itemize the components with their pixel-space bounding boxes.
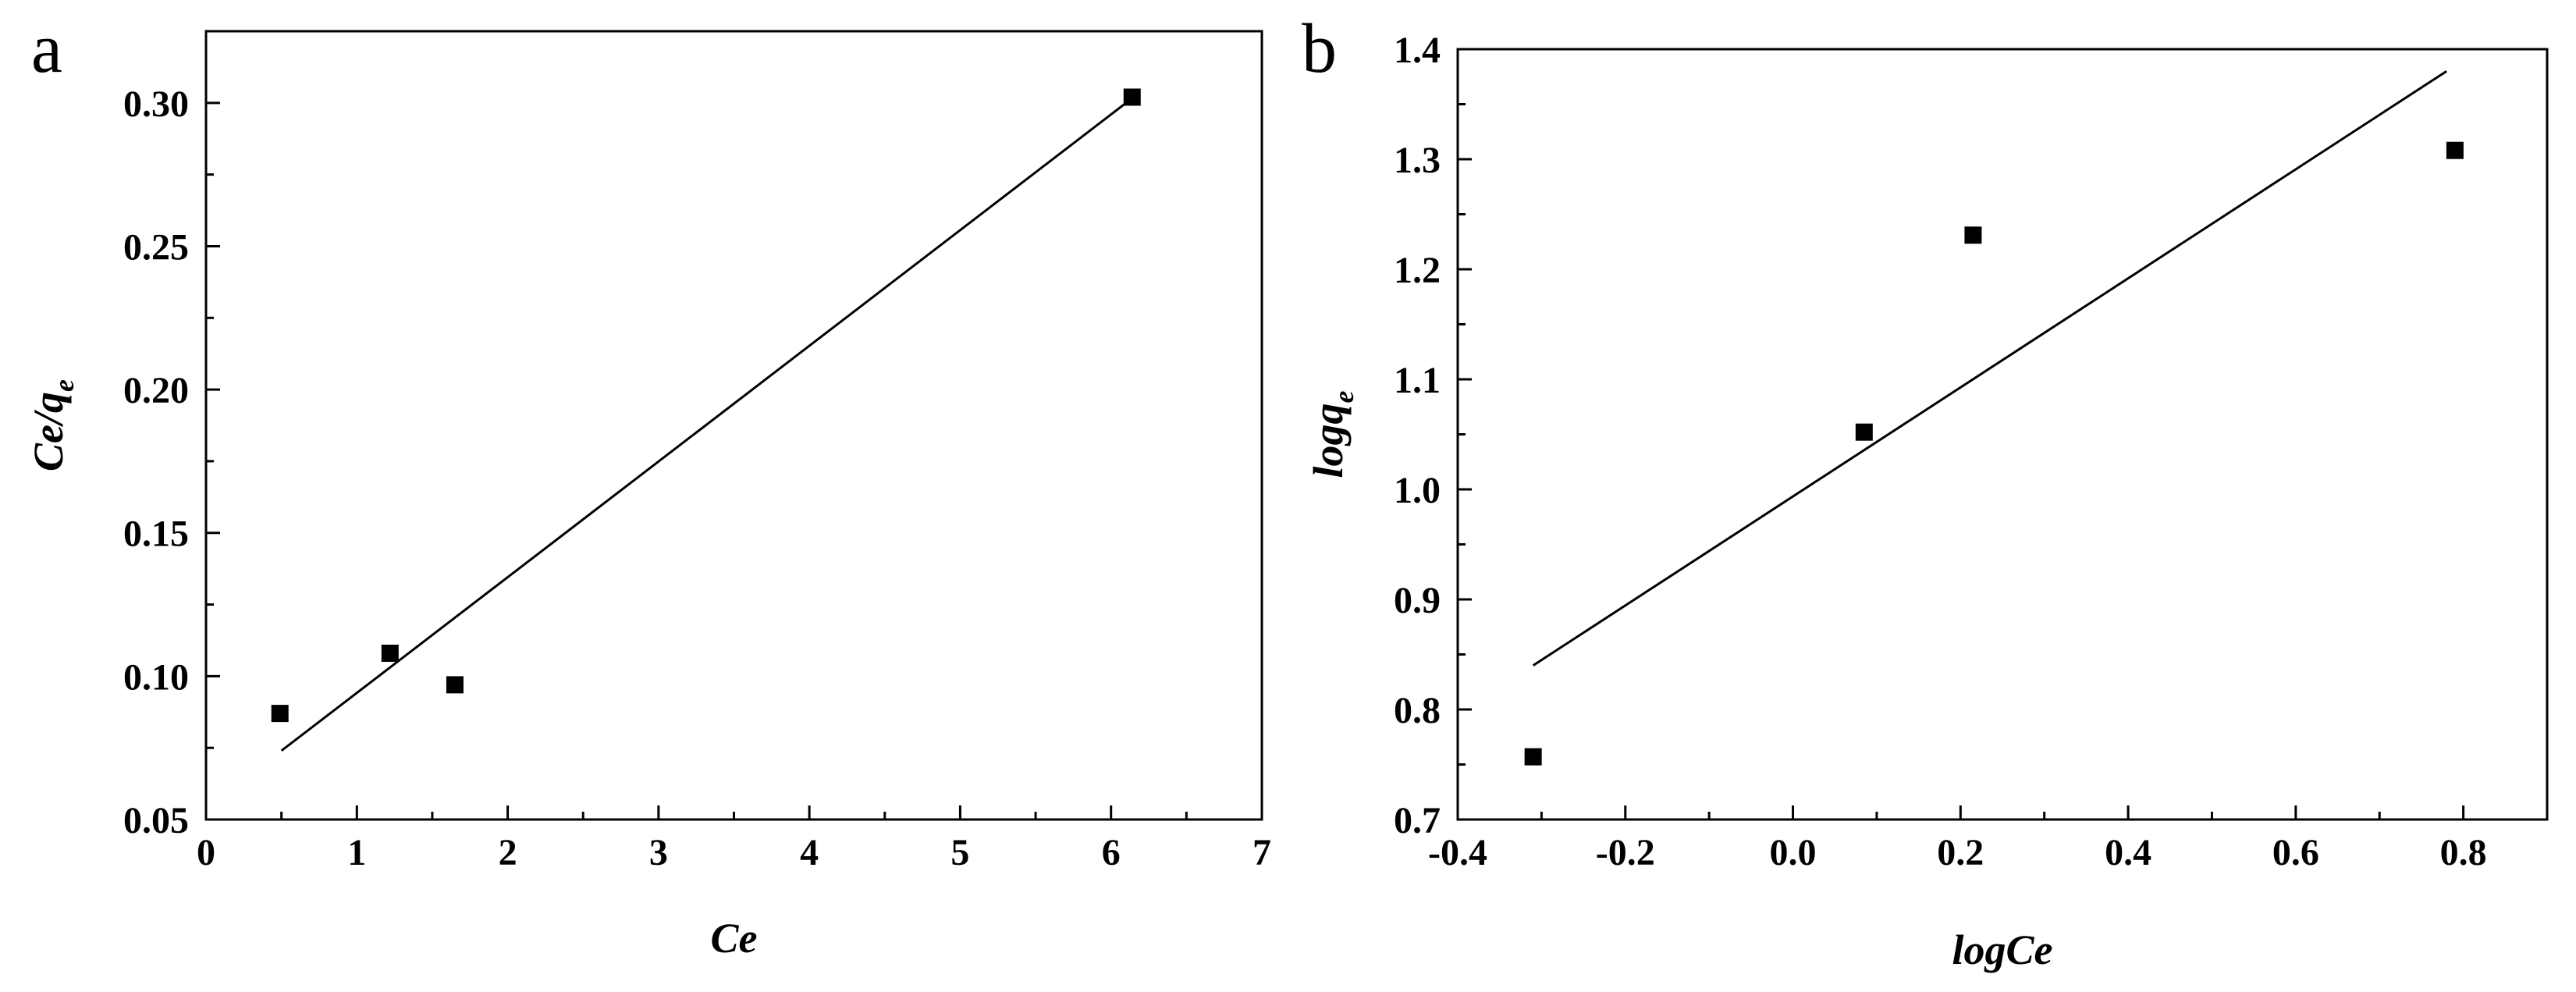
chart-b-y-tick-label: 0.8 bbox=[1394, 690, 1441, 731]
chart-b-y-axis-title-main: logq bbox=[1305, 403, 1352, 478]
chart-b-y-tick-label: 0.7 bbox=[1394, 800, 1441, 841]
chart-a-y-tick-label: 0.10 bbox=[123, 656, 189, 698]
chart-b-y-axis-title: logqe bbox=[1305, 390, 1359, 478]
chart-b-x-tick-label: -0.2 bbox=[1596, 832, 1655, 873]
chart-a-y-tick-label: 0.30 bbox=[123, 84, 189, 125]
chart-b-y-tick-label: 0.9 bbox=[1394, 580, 1441, 621]
chart-b-x-tick-label: 0.6 bbox=[2272, 832, 2319, 873]
chart-b-x-tick-label: 0.8 bbox=[2440, 832, 2487, 873]
chart-a-y-tick-label: 0.25 bbox=[123, 226, 189, 268]
chart-b-x-tick-label: 0.4 bbox=[2105, 832, 2151, 873]
panel-b: b -0.4 -0.2 0.0 0.2 0.4 0.6 0.8 0.7 0.8 0.9 1.0 1.1… bbox=[1302, 10, 2549, 973]
chart-a-x-tick-label: 2 bbox=[499, 832, 517, 873]
chart-b-y-tick-label: 1.2 bbox=[1394, 250, 1441, 291]
chart-a-y-tick-label: 0.20 bbox=[123, 370, 189, 411]
panel-a-label: a bbox=[31, 10, 62, 87]
chart-b-fit-line bbox=[1532, 69, 2447, 667]
chart-a-y-axis-title-sub: e bbox=[48, 379, 80, 392]
chart-b-data-point bbox=[2446, 141, 2464, 159]
chart-b-y-tick-label: 1.3 bbox=[1394, 140, 1441, 181]
chart-b-y-axis-title-sub: e bbox=[1328, 390, 1359, 403]
chart-a-x-axis-title: Ce bbox=[711, 915, 758, 962]
chart-a-x-tick-label: 7 bbox=[1252, 832, 1271, 873]
chart-b-x-tick-label: 0.0 bbox=[1770, 832, 1817, 873]
chart-b-x-axis-title: logCe bbox=[1952, 926, 2053, 973]
panel-b-label: b bbox=[1302, 10, 1337, 87]
chart-a-data-point bbox=[1123, 88, 1141, 106]
chart-a-x-tick-label: 4 bbox=[800, 832, 819, 873]
chart-b-y-tick-label: 1.1 bbox=[1394, 360, 1441, 401]
chart-a-x-tick-label: 3 bbox=[649, 832, 668, 873]
chart-a-data-point bbox=[446, 676, 464, 694]
chart-a-y-axis-title: Ce/qe bbox=[25, 379, 80, 471]
chart-a-x-tick-label: 6 bbox=[1102, 832, 1121, 873]
chart-a-data-point bbox=[381, 644, 399, 662]
chart-a-fit-line bbox=[280, 101, 1127, 752]
chart-a-y-tick-label: 0.15 bbox=[123, 514, 189, 555]
chart-b-x-tick-label: 0.2 bbox=[1937, 832, 1984, 873]
chart-b-plot-frame bbox=[1456, 48, 2549, 821]
chart-b-x-tick-label: -0.4 bbox=[1428, 832, 1487, 873]
chart-a-x-tick-label: 5 bbox=[950, 832, 969, 873]
chart-a-data-point bbox=[271, 705, 289, 723]
panel-a: a 0 1 2 3 4 5 6 7 0.05 0.10 0.15 0.20 0.25 0.30 Ce Ce/q… bbox=[25, 10, 1271, 962]
chart-b-data-point bbox=[1964, 226, 1982, 244]
chart-b-y-tick-label: 1.4 bbox=[1394, 30, 1441, 71]
chart-a-plot-frame bbox=[204, 30, 1263, 821]
chart-a-y-axis-title-main: Ce/q bbox=[25, 392, 72, 471]
chart-a-y-tick-label: 0.05 bbox=[123, 800, 189, 841]
chart-a-x-tick-label: 1 bbox=[347, 832, 366, 873]
chart-b-data-point bbox=[1855, 423, 1873, 441]
chart-b-y-tick-label: 1.0 bbox=[1394, 470, 1441, 511]
chart-b-data-point bbox=[1524, 748, 1542, 766]
chart-a-x-tick-label: 0 bbox=[197, 832, 215, 873]
